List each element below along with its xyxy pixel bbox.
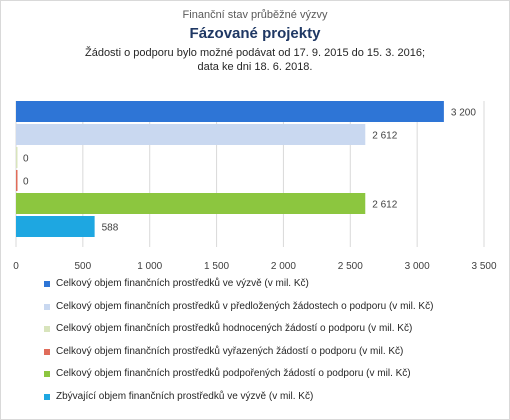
bar [16, 101, 444, 122]
data-label: 588 [102, 223, 119, 234]
legend-item: Celkový objem finančních prostředků v př… [44, 300, 504, 323]
legend-swatch [44, 371, 50, 377]
legend-item: Celkový objem finančních prostředků ve v… [44, 277, 504, 300]
x-tick-label: 1 500 [204, 261, 229, 272]
legend-swatch [44, 281, 50, 287]
bar [16, 216, 95, 237]
chart-legend: Celkový objem finančních prostředků ve v… [44, 277, 504, 412]
data-label: 3 200 [451, 108, 476, 119]
chart-title-block: Finanční stav průběžné výzvy Fázované pr… [0, 8, 510, 74]
chart-subtitle-line2: data ke dni 18. 6. 2018. [197, 61, 313, 73]
legend-item: Celkový objem finančních prostředků vyřa… [44, 345, 504, 368]
legend-swatch [44, 303, 50, 310]
legend-label: Celkový objem finančních prostředků hodn… [56, 323, 413, 334]
data-label: 2 612 [372, 200, 397, 211]
legend-item: Zbývající objem finančních prostředků ve… [44, 390, 504, 413]
data-label: 0 [23, 154, 29, 165]
legend-label: Celkový objem finančních prostředků vyřa… [56, 345, 404, 357]
legend-label: Celkový objem finančních prostředků ve v… [56, 278, 309, 289]
legend-label: Celkový objem finančních prostředků podp… [56, 368, 411, 379]
x-tick-label: 0 [13, 261, 19, 272]
x-tick-label: 3 500 [471, 261, 496, 272]
data-label: 2 612 [372, 131, 397, 142]
x-tick-label: 2 500 [338, 261, 363, 272]
bar [16, 124, 366, 145]
legend-swatch [44, 393, 50, 400]
legend-label: Zbývající objem finančních prostředků ve… [56, 390, 314, 402]
chart-title: Fázované projekty [189, 25, 321, 42]
bar [16, 170, 18, 191]
bar [16, 147, 18, 168]
data-label: 0 [23, 177, 29, 188]
x-tick-label: 3 000 [405, 261, 430, 272]
legend-swatch [44, 348, 50, 355]
chart-subtitle-line1: Žádosti o podporu bylo možné podávat od … [84, 47, 426, 59]
x-tick-label: 500 [75, 261, 92, 272]
legend-item: Celkový objem finančních prostředků podp… [44, 367, 504, 390]
x-tick-label: 2 000 [271, 261, 296, 272]
chart-supertitle: Finanční stav průběžné výzvy [182, 9, 328, 21]
bar-chart: 3 200 2 612 0 0 2 612 588 0 500 1 000 1 500 2 000 2… [13, 101, 497, 272]
legend-item: Celkový objem finančních prostředků hodn… [44, 322, 504, 345]
legend-label: Celkový objem finančních prostředků v př… [56, 300, 434, 312]
x-tick-label: 1 000 [137, 261, 162, 272]
bar [16, 193, 366, 214]
legend-swatch [44, 326, 50, 332]
